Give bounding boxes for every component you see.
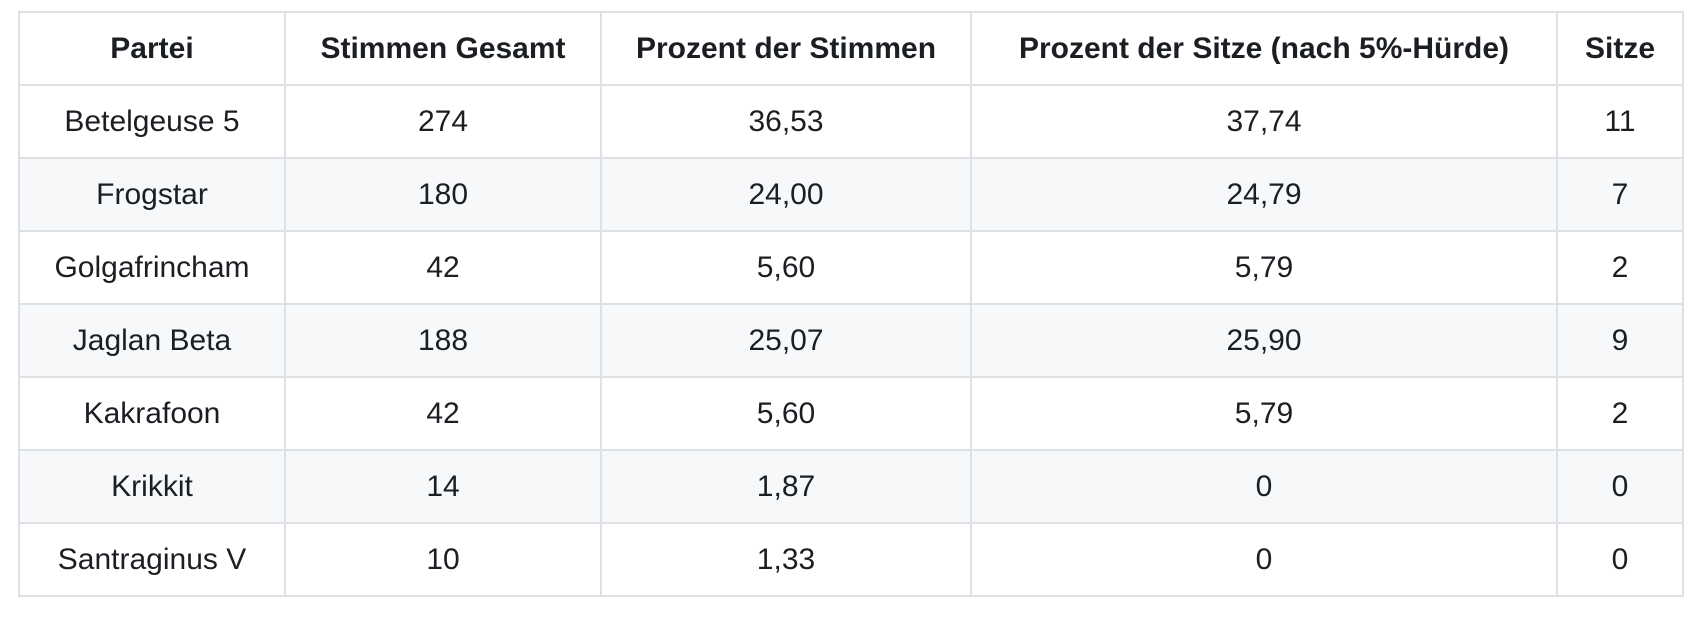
seats-cell: 2 [1556, 230, 1684, 305]
seat-percent-cell: 0 [970, 449, 1558, 524]
votes-cell: 42 [284, 230, 602, 305]
party-cell: Jaglan Beta [18, 303, 286, 378]
column-header-prozent-der-sitze: Prozent der Sitze (nach 5%-Hürde) [970, 11, 1558, 86]
seats-cell: 2 [1556, 376, 1684, 451]
table-row: Kakrafoon 42 5,60 5,79 2 [18, 376, 1684, 451]
seats-cell: 11 [1556, 84, 1684, 159]
column-header-sitze: Sitze [1556, 11, 1684, 86]
seats-cell: 0 [1556, 449, 1684, 524]
party-cell: Golgafrincham [18, 230, 286, 305]
vote-percent-cell: 36,53 [600, 84, 972, 159]
table-row: Santraginus V 10 1,33 0 0 [18, 522, 1684, 597]
party-cell: Betelgeuse 5 [18, 84, 286, 159]
table-row: Jaglan Beta 188 25,07 25,90 9 [18, 303, 1684, 378]
table-row: Golgafrincham 42 5,60 5,79 2 [18, 230, 1684, 305]
column-header-stimmen-gesamt: Stimmen Gesamt [284, 11, 602, 86]
seat-percent-cell: 0 [970, 522, 1558, 597]
table-row: Frogstar 180 24,00 24,79 7 [18, 157, 1684, 232]
header-row: Partei Stimmen Gesamt Prozent der Stimme… [18, 11, 1684, 86]
votes-cell: 10 [284, 522, 602, 597]
election-results-table: Partei Stimmen Gesamt Prozent der Stimme… [18, 11, 1684, 597]
vote-percent-cell: 1,33 [600, 522, 972, 597]
column-header-prozent-der-stimmen: Prozent der Stimmen [600, 11, 972, 86]
seat-percent-cell: 25,90 [970, 303, 1558, 378]
votes-cell: 180 [284, 157, 602, 232]
seat-percent-cell: 5,79 [970, 376, 1558, 451]
seats-cell: 9 [1556, 303, 1684, 378]
votes-cell: 42 [284, 376, 602, 451]
vote-percent-cell: 5,60 [600, 376, 972, 451]
seat-percent-cell: 24,79 [970, 157, 1558, 232]
vote-percent-cell: 24,00 [600, 157, 972, 232]
vote-percent-cell: 25,07 [600, 303, 972, 378]
party-cell: Krikkit [18, 449, 286, 524]
table-row: Krikkit 14 1,87 0 0 [18, 449, 1684, 524]
seat-percent-cell: 37,74 [970, 84, 1558, 159]
seats-cell: 0 [1556, 522, 1684, 597]
vote-percent-cell: 1,87 [600, 449, 972, 524]
votes-cell: 14 [284, 449, 602, 524]
party-cell: Kakrafoon [18, 376, 286, 451]
vote-percent-cell: 5,60 [600, 230, 972, 305]
party-cell: Frogstar [18, 157, 286, 232]
seats-cell: 7 [1556, 157, 1684, 232]
party-cell: Santraginus V [18, 522, 286, 597]
table-row: Betelgeuse 5 274 36,53 37,74 11 [18, 84, 1684, 159]
seat-percent-cell: 5,79 [970, 230, 1558, 305]
votes-cell: 188 [284, 303, 602, 378]
votes-cell: 274 [284, 84, 602, 159]
column-header-partei: Partei [18, 11, 286, 86]
